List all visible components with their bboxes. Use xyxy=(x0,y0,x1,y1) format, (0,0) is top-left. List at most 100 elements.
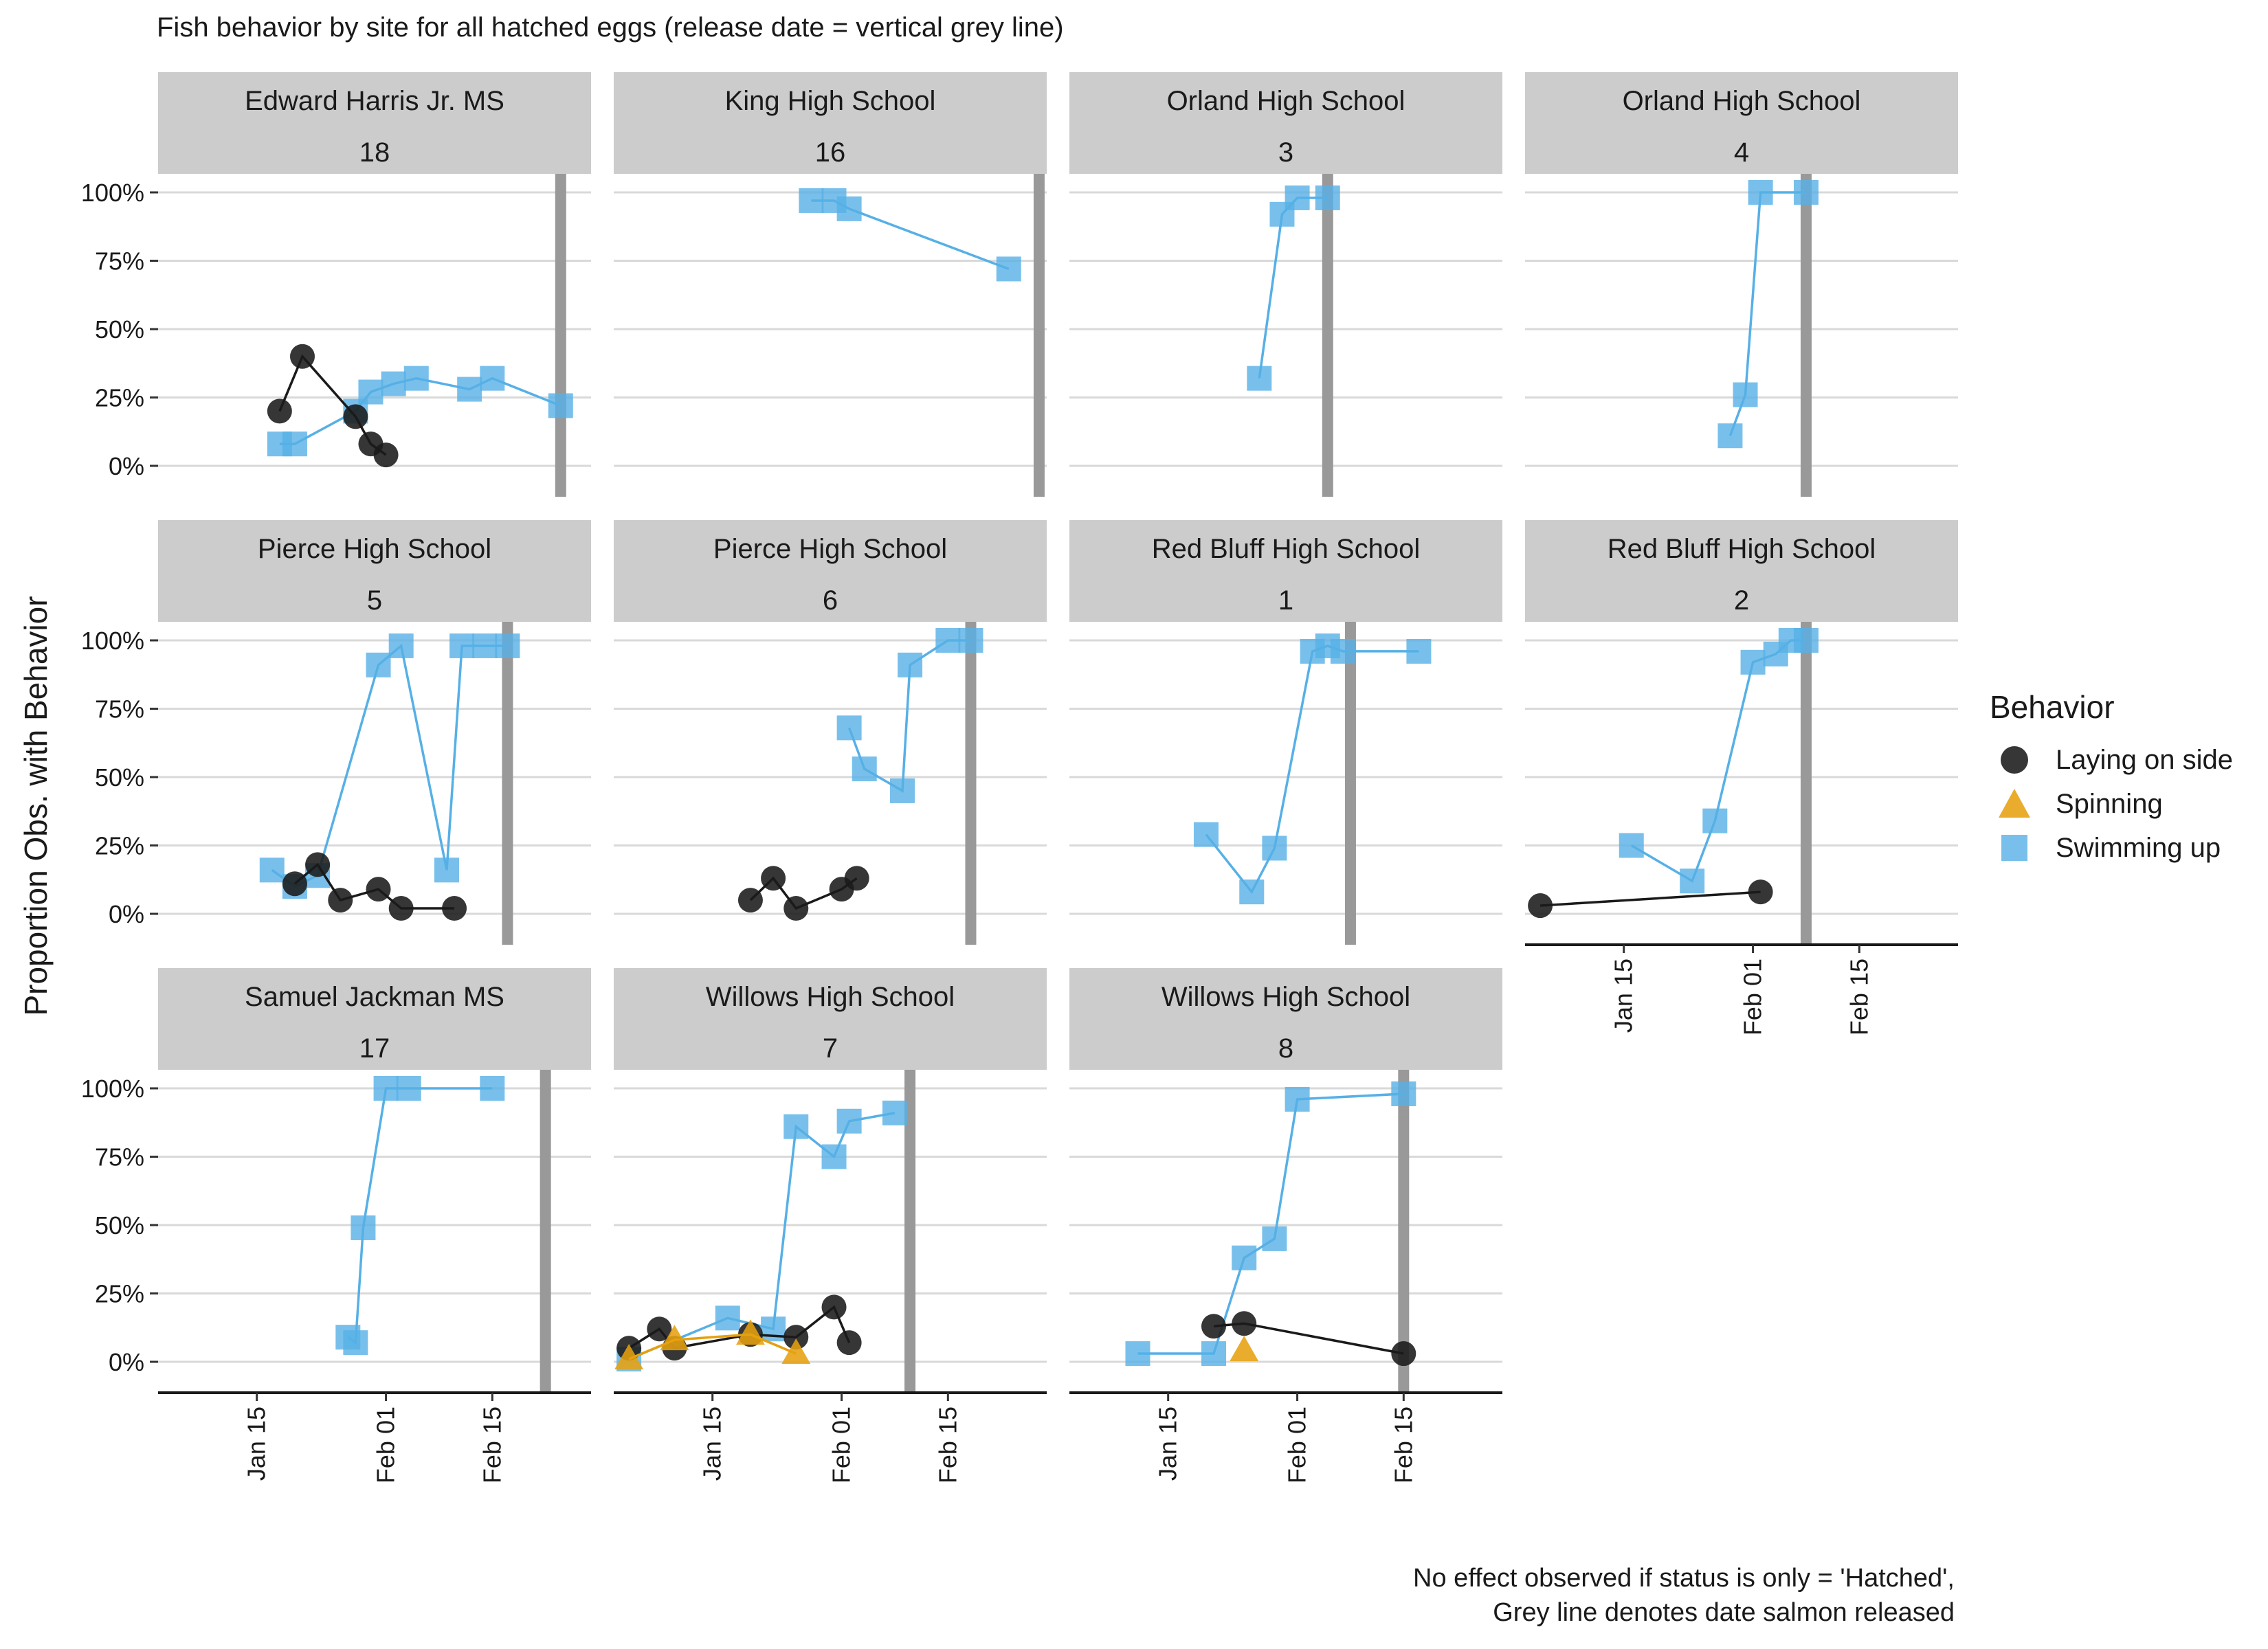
point-laying-on-side xyxy=(647,1316,672,1342)
point-swimming-up xyxy=(890,778,915,803)
legend-item-spinning: Spinning xyxy=(1990,782,2233,826)
facet-site-label: Red Bluff High School xyxy=(1608,534,1876,564)
y-tick-label: 100% xyxy=(81,627,144,655)
point-swimming-up xyxy=(259,857,285,883)
point-laying-on-side xyxy=(737,888,763,913)
legend-key-triangle-icon xyxy=(1999,789,2030,818)
facet-site-label: Edward Harris Jr. MS xyxy=(245,86,504,116)
point-laying-on-side xyxy=(1201,1314,1226,1339)
point-laying-on-side xyxy=(1232,1311,1257,1336)
point-laying-on-side xyxy=(1528,893,1553,919)
point-swimming-up xyxy=(935,628,961,653)
legend-label: Swimming up xyxy=(2056,832,2221,863)
point-swimming-up xyxy=(761,1316,786,1342)
x-tick-label: Feb 15 xyxy=(933,1406,961,1483)
point-laying-on-side xyxy=(821,1294,847,1320)
x-tick-label: Feb 15 xyxy=(1845,958,1873,1035)
legend-item-laying-on-side: Laying on side xyxy=(1990,738,2233,782)
point-swimming-up xyxy=(1406,638,1432,664)
point-swimming-up xyxy=(783,1114,809,1139)
point-swimming-up xyxy=(1193,822,1219,847)
point-laying-on-side xyxy=(761,866,786,891)
point-swimming-up xyxy=(480,366,505,391)
point-swimming-up xyxy=(495,633,520,658)
y-tick-label: 75% xyxy=(95,1143,144,1171)
x-tick-label: Feb 01 xyxy=(827,1406,856,1483)
x-tick-label: Jan 15 xyxy=(1610,958,1638,1033)
legend-item-swimming-up: Swimming up xyxy=(1990,826,2233,870)
point-swimming-up xyxy=(282,431,307,457)
facet-id-label: 2 xyxy=(1734,585,1749,616)
point-spinning xyxy=(614,1344,644,1370)
facet-panel: Red Bluff High School 2 Jan 15 Feb 01 Feb 15 xyxy=(1525,520,1958,1035)
facet-strip xyxy=(1069,520,1502,622)
point-swimming-up xyxy=(996,256,1021,282)
facet-id-label: 18 xyxy=(359,137,390,168)
y-tick-label: 50% xyxy=(95,315,144,344)
legend-key-circle-icon xyxy=(2001,746,2028,774)
facet-strip xyxy=(614,520,1047,622)
point-swimming-up xyxy=(1748,180,1773,205)
series-line xyxy=(1137,1092,1404,1355)
x-tick-label: Jan 15 xyxy=(1154,1406,1182,1481)
facet-id-label: 6 xyxy=(823,585,838,616)
y-tick-label: 100% xyxy=(81,179,144,207)
point-swimming-up xyxy=(1740,649,1766,675)
facet-site-label: Samuel Jackman MS xyxy=(245,982,504,1012)
point-swimming-up xyxy=(1315,185,1340,210)
facet-strip xyxy=(1069,72,1502,174)
facet-strip xyxy=(158,968,591,1070)
point-swimming-up xyxy=(388,633,414,658)
facet-panel: Willows High School 8 Jan 15 Feb 01 Feb 15 xyxy=(1069,968,1502,1483)
facet-id-label: 5 xyxy=(367,585,382,616)
facet-panel: Samuel Jackman MS 17 0% 25% 50% 75% 100% Jan 15… xyxy=(81,968,591,1483)
point-laying-on-side xyxy=(388,896,414,921)
point-swimming-up xyxy=(472,633,498,658)
point-swimming-up xyxy=(1793,180,1819,205)
point-laying-on-side xyxy=(1391,1341,1416,1367)
facet-site-label: Pierce High School xyxy=(713,534,947,564)
point-laying-on-side xyxy=(305,852,331,877)
caption-line-1: No effect observed if status is only = '… xyxy=(1413,1564,1955,1593)
point-spinning xyxy=(781,1338,811,1365)
series-line xyxy=(1728,191,1806,436)
y-tick-label: 25% xyxy=(95,832,144,860)
facet-site-label: Willows High School xyxy=(1161,982,1410,1012)
point-laying-on-side xyxy=(836,1330,862,1356)
point-swimming-up xyxy=(836,196,862,221)
point-swimming-up xyxy=(715,1305,740,1331)
x-tick-label: Feb 15 xyxy=(478,1406,506,1483)
point-swimming-up xyxy=(1247,366,1272,391)
point-laying-on-side xyxy=(366,877,391,902)
point-swimming-up xyxy=(1733,382,1758,407)
y-tick-label: 75% xyxy=(95,247,144,276)
x-tick-label: Jan 15 xyxy=(243,1406,271,1481)
point-swimming-up xyxy=(434,857,459,883)
facet-site-label: Willows High School xyxy=(706,982,955,1012)
point-swimming-up xyxy=(1330,638,1355,664)
point-swimming-up xyxy=(1702,808,1728,833)
point-swimming-up xyxy=(1793,628,1819,653)
point-swimming-up xyxy=(1285,1086,1310,1112)
point-swimming-up xyxy=(381,371,406,396)
y-tick-label: 25% xyxy=(95,384,144,412)
series-line xyxy=(271,643,508,888)
series-line xyxy=(1539,890,1761,907)
facet-panel: Orland High School 4 xyxy=(1525,72,1958,497)
facet-site-label: Pierce High School xyxy=(258,534,491,564)
point-swimming-up xyxy=(1680,868,1705,894)
caption-line-2: Grey line denotes date salmon released xyxy=(1493,1598,1955,1627)
legend-label: Laying on side xyxy=(2056,744,2233,775)
point-laying-on-side xyxy=(328,888,353,913)
y-tick-label: 50% xyxy=(95,1211,144,1239)
point-spinning xyxy=(660,1325,689,1351)
point-swimming-up xyxy=(358,379,383,405)
point-swimming-up xyxy=(480,1076,505,1101)
point-swimming-up xyxy=(343,1330,368,1356)
facet-site-label: Orland High School xyxy=(1623,86,1861,116)
point-swimming-up xyxy=(457,377,482,402)
legend-label: Spinning xyxy=(2056,788,2163,819)
facet-strip xyxy=(158,520,591,622)
point-swimming-up xyxy=(548,393,573,418)
x-tick-label: Feb 01 xyxy=(1739,958,1767,1035)
